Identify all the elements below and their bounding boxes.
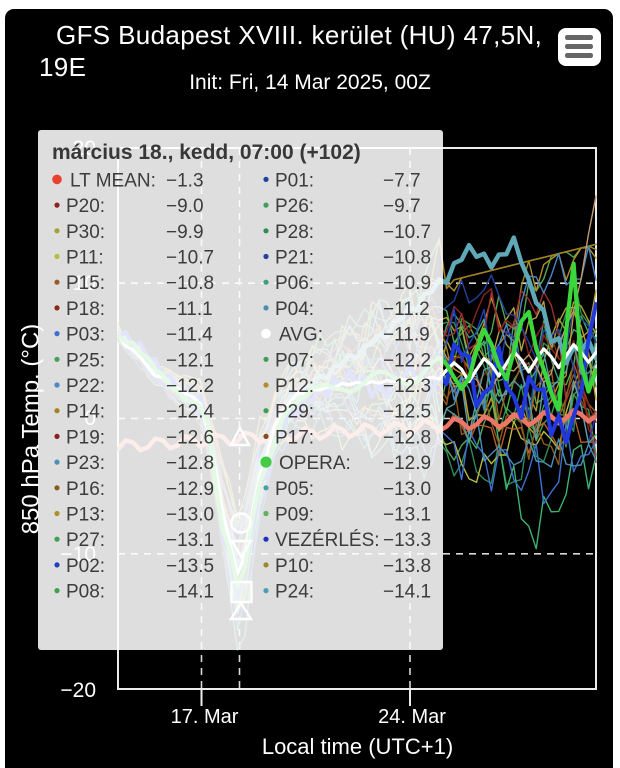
svg-text:−12.6: −12.6	[166, 427, 214, 448]
svg-text:VEZÉRLÉS:: VEZÉRLÉS:	[275, 530, 380, 551]
svg-text:−10.9: −10.9	[383, 273, 431, 294]
svg-text:P20:: P20:	[66, 196, 105, 217]
svg-text:−7.7: −7.7	[383, 170, 421, 191]
svg-text:P29:: P29:	[275, 402, 314, 423]
svg-text:LT MEAN:: LT MEAN:	[70, 170, 156, 191]
svg-text:P26:: P26:	[275, 196, 314, 217]
svg-text:P09:: P09:	[275, 505, 314, 526]
svg-text:P23:: P23:	[66, 453, 105, 474]
svg-text:−1.3: −1.3	[166, 170, 204, 191]
svg-text:P30:: P30:	[66, 222, 105, 243]
svg-text:P25:: P25:	[66, 350, 105, 371]
svg-text:−13.8: −13.8	[383, 556, 431, 577]
svg-text:−12.9: −12.9	[166, 479, 214, 500]
svg-text:−14.1: −14.1	[166, 582, 214, 603]
svg-text:P03:: P03:	[66, 325, 105, 346]
svg-text:P07:: P07:	[275, 350, 314, 371]
svg-text:−11.1: −11.1	[166, 299, 213, 320]
svg-text:−11.9: −11.9	[383, 325, 430, 346]
svg-text:−12.2: −12.2	[383, 350, 431, 371]
svg-text:−13.0: −13.0	[166, 505, 214, 526]
svg-text:−10.8: −10.8	[383, 248, 431, 269]
svg-text:−13.5: −13.5	[166, 556, 214, 577]
svg-text:−10.8: −10.8	[166, 273, 214, 294]
svg-text:AVG:: AVG:	[279, 325, 323, 346]
svg-text:P11:: P11:	[66, 248, 104, 269]
svg-text:−10.7: −10.7	[383, 222, 431, 243]
svg-text:−13.1: −13.1	[383, 505, 431, 526]
svg-text:P19:: P19:	[66, 427, 105, 448]
svg-text:−11.4: −11.4	[166, 325, 213, 346]
svg-text:−10.7: −10.7	[166, 248, 214, 269]
svg-text:P13:: P13:	[66, 505, 105, 526]
svg-text:P24:: P24:	[275, 582, 314, 603]
svg-text:−13.0: −13.0	[383, 479, 431, 500]
svg-text:−12.2: −12.2	[166, 376, 214, 397]
svg-text:−12.4: −12.4	[166, 402, 215, 423]
svg-text:24. Mar: 24. Mar	[378, 706, 446, 728]
svg-text:P18:: P18:	[66, 299, 105, 320]
svg-text:850 hPa Temp. (°C): 850 hPa Temp. (°C)	[18, 324, 45, 535]
svg-text:−9.9: −9.9	[166, 222, 204, 243]
svg-text:P04:: P04:	[275, 299, 314, 320]
svg-text:−14.1: −14.1	[383, 582, 431, 603]
svg-text:P15:: P15:	[66, 273, 105, 294]
svg-text:−12.1: −12.1	[166, 350, 214, 371]
svg-text:március 18., kedd, 07:00 (+102: március 18., kedd, 07:00 (+102)	[52, 141, 361, 164]
svg-text:P17:: P17:	[275, 427, 314, 448]
svg-text:P22:: P22:	[66, 376, 105, 397]
svg-text:OPERA:: OPERA:	[279, 453, 351, 474]
svg-text:−13.3: −13.3	[383, 530, 431, 551]
svg-text:P21:: P21:	[275, 248, 314, 269]
svg-text:−12.3: −12.3	[383, 376, 431, 397]
svg-text:−9.0: −9.0	[166, 196, 204, 217]
svg-text:−12.5: −12.5	[383, 402, 431, 423]
svg-text:−12.8: −12.8	[166, 453, 214, 474]
svg-text:P08:: P08:	[66, 582, 105, 603]
svg-text:P16:: P16:	[66, 479, 105, 500]
svg-text:−9.7: −9.7	[383, 196, 421, 217]
svg-text:P02:: P02:	[66, 556, 105, 577]
svg-text:−20: −20	[60, 679, 96, 702]
svg-text:P05:: P05:	[275, 479, 314, 500]
svg-text:17. Mar: 17. Mar	[171, 706, 239, 728]
svg-text:−11.2: −11.2	[383, 299, 430, 320]
svg-text:P28:: P28:	[275, 222, 314, 243]
svg-text:−12.8: −12.8	[383, 427, 431, 448]
svg-text:−12.9: −12.9	[383, 453, 431, 474]
svg-text:Local time (UTC+1): Local time (UTC+1)	[262, 734, 453, 759]
svg-text:P12:: P12:	[275, 376, 314, 397]
svg-text:P10:: P10:	[275, 556, 314, 577]
svg-text:−13.1: −13.1	[166, 530, 214, 551]
svg-text:P14:: P14:	[66, 402, 105, 423]
svg-text:P27:: P27:	[66, 530, 105, 551]
svg-text:P01:: P01:	[275, 170, 314, 191]
svg-text:P06:: P06:	[275, 273, 314, 294]
